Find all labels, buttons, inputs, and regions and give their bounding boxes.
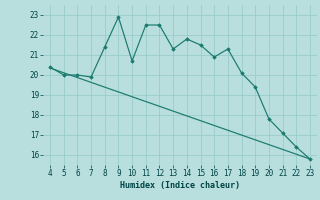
X-axis label: Humidex (Indice chaleur): Humidex (Indice chaleur) — [120, 181, 240, 190]
